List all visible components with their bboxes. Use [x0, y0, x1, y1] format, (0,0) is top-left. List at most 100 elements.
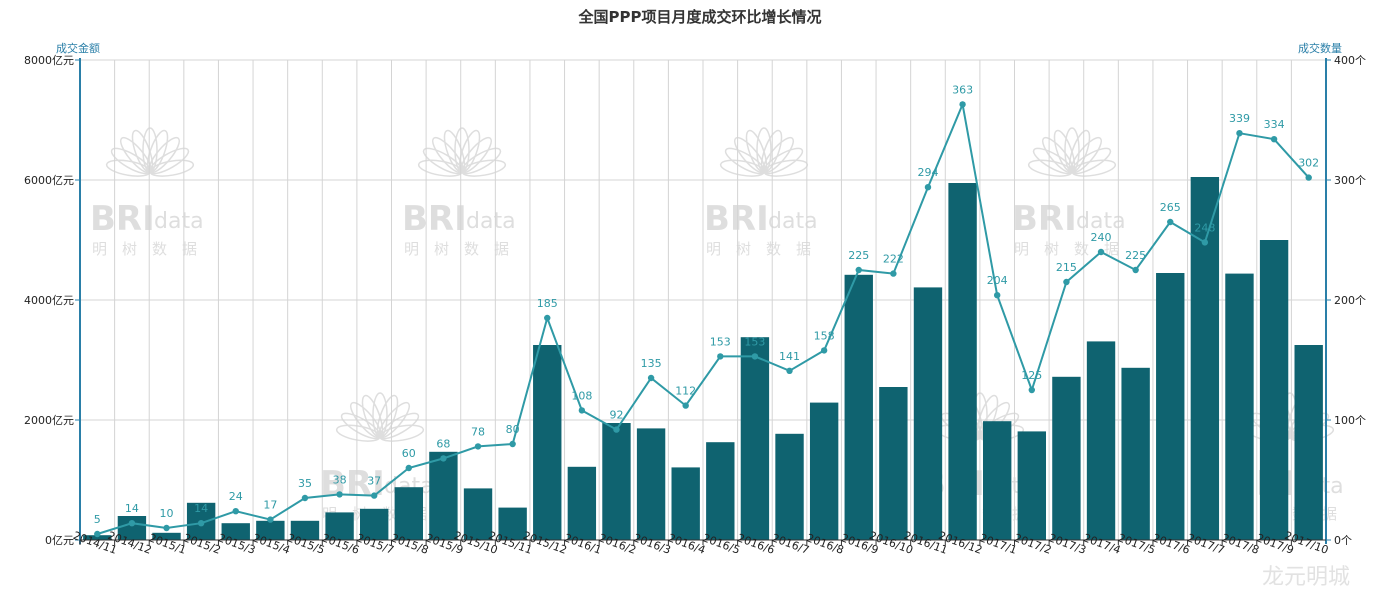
bar	[463, 488, 493, 540]
watermark-logo-text: BRI	[704, 199, 769, 239]
data-label: 92	[609, 409, 623, 422]
line-point	[682, 402, 689, 409]
right-tick-label: 400个	[1334, 54, 1366, 67]
data-label: 135	[641, 357, 662, 370]
line-point	[1201, 239, 1209, 246]
watermark-logo-subtitle: 据	[1322, 505, 1337, 523]
bar	[498, 507, 527, 540]
line-point	[647, 374, 655, 382]
bar	[429, 451, 458, 540]
right-axis-title: 成交数量	[1298, 41, 1342, 55]
line-point	[855, 266, 862, 274]
watermark-logo-subtitle: 据	[1104, 240, 1119, 258]
bar	[83, 535, 112, 540]
line-point	[509, 440, 516, 448]
line-point	[94, 530, 101, 538]
bar	[221, 523, 250, 540]
line-series	[94, 100, 1312, 538]
line-point	[578, 407, 586, 414]
left-tick-label: 8000亿元	[24, 54, 74, 67]
watermark-logo-subtitle: 树	[736, 240, 751, 258]
data-label: 248	[1194, 221, 1215, 234]
watermark-logo-subtitle: 据	[494, 240, 509, 258]
line-point	[1270, 136, 1278, 143]
bar	[360, 508, 389, 540]
watermark-petal-icon	[1071, 159, 1117, 177]
watermark-logo-subtitle: 数	[766, 240, 781, 258]
bar	[256, 520, 285, 540]
data-label: 215	[1056, 261, 1077, 274]
data-label: 5	[94, 513, 101, 526]
bar	[671, 467, 700, 540]
line-point	[336, 491, 343, 498]
bar	[152, 532, 181, 540]
line-point	[1063, 278, 1070, 286]
line-point	[1097, 248, 1105, 256]
left-tick-label: 6000亿元	[24, 174, 74, 187]
line-point	[128, 520, 136, 527]
data-label: 225	[848, 249, 869, 262]
data-label: 24	[229, 490, 243, 503]
line-point	[890, 270, 897, 277]
line-point	[613, 426, 620, 433]
bar	[706, 442, 735, 540]
line-point	[959, 101, 966, 108]
line-point	[751, 353, 759, 360]
watermark-logo-subtitle: 明	[706, 240, 721, 258]
line-point	[820, 347, 828, 354]
line-point	[786, 367, 793, 374]
line-point	[474, 443, 482, 450]
data-label: 60	[402, 447, 416, 460]
bar	[1017, 431, 1046, 540]
watermark-petal-icon	[149, 159, 195, 177]
line-point	[993, 292, 1001, 299]
watermark-logo-subtitle: 据	[182, 240, 197, 258]
data-label: 302	[1298, 157, 1319, 170]
data-label: 17	[263, 499, 277, 512]
watermark-logo-text: BRI	[1012, 199, 1077, 239]
data-label: 141	[779, 350, 800, 363]
watermark-logo-text: BRI	[90, 199, 155, 239]
bar	[636, 428, 666, 540]
right-tick-label: 0个	[1334, 534, 1352, 547]
watermark-logo-subtitle: 据	[796, 240, 811, 258]
line-point	[1167, 218, 1174, 226]
left-tick-label: 0亿元	[45, 534, 74, 547]
bar	[1086, 341, 1116, 540]
bar	[117, 516, 147, 540]
bar	[1156, 273, 1185, 540]
data-label: 38	[333, 473, 347, 486]
bar	[567, 466, 597, 540]
bar	[325, 512, 354, 540]
watermark-logo-subtitle: 数	[152, 240, 167, 258]
bar	[1052, 376, 1081, 540]
bar	[775, 433, 804, 540]
data-label: 222	[883, 253, 904, 266]
bar	[809, 402, 839, 540]
watermark-logo-suffix: data	[768, 209, 818, 234]
data-labels: 5 14 10 14 24 17 35 38 37 60 68 78 80 185 108 92 135 112 1…	[94, 83, 1319, 526]
watermark-logo-subtitle: 明	[1014, 240, 1029, 258]
data-label: 153	[744, 335, 765, 348]
data-label: 334	[1264, 118, 1285, 131]
bar	[948, 183, 977, 540]
bar	[740, 337, 770, 540]
watermark-petal-icon	[461, 159, 507, 177]
data-label: 108	[571, 389, 592, 402]
bar	[879, 387, 908, 540]
bar	[1294, 345, 1323, 540]
bar	[913, 287, 943, 540]
bar	[602, 423, 631, 540]
right-tick-label: 300个	[1334, 174, 1366, 187]
line-point	[370, 492, 378, 499]
line-path	[97, 100, 1310, 535]
data-label: 80	[506, 423, 520, 436]
data-label: 14	[194, 502, 208, 515]
line-point	[544, 314, 551, 322]
watermark-logo-subtitle: 树	[1044, 240, 1059, 258]
bar	[983, 421, 1012, 540]
